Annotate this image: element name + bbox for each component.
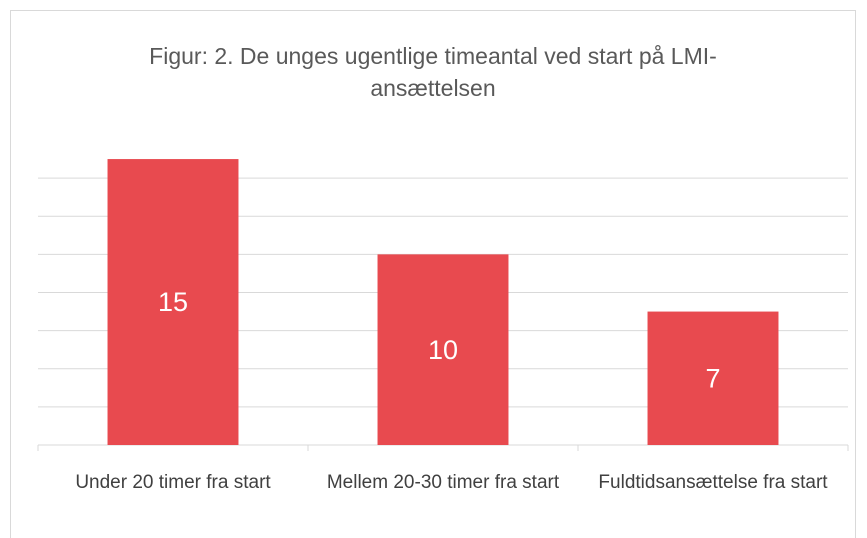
- data-label: 10: [428, 335, 458, 365]
- bar: [377, 254, 509, 445]
- bar: [107, 159, 239, 445]
- bar: [647, 311, 779, 445]
- x-tick-label: Fuldtidsansættelse fra start: [598, 472, 828, 493]
- data-label: 7: [705, 363, 720, 393]
- data-label: 15: [158, 287, 188, 317]
- chart-frame: [10, 10, 856, 538]
- chart-title: Figur: 2. De unges ugentlige timeantal v…: [149, 43, 717, 101]
- x-tick-label: Mellem 20-30 timer fra start: [326, 472, 560, 493]
- x-tick-label: Under 20 timer fra start: [75, 472, 271, 493]
